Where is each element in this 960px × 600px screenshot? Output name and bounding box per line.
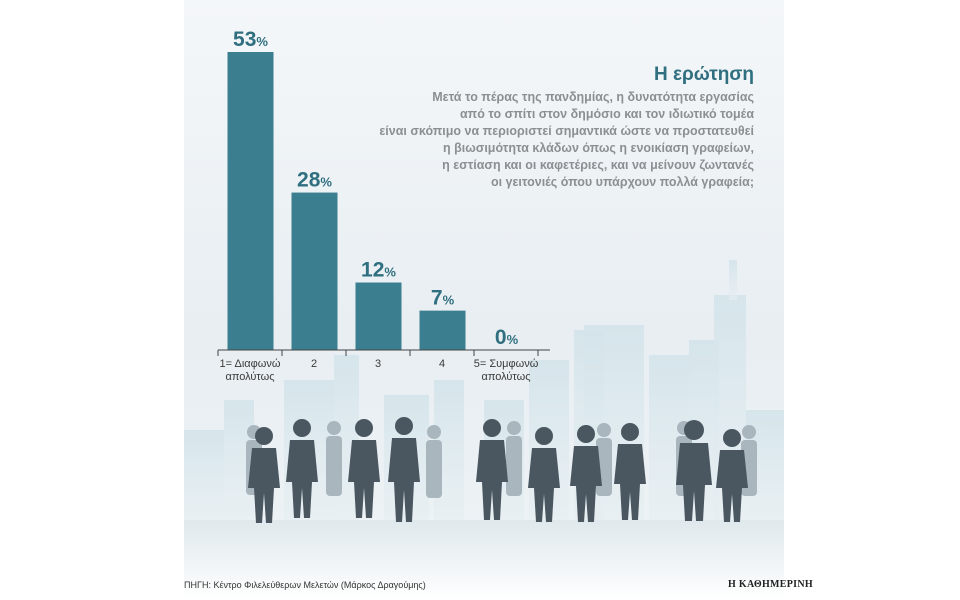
- crowd-front: [248, 417, 748, 523]
- value-label: 7%: [431, 287, 455, 310]
- publisher-logo: Η ΚΑΘΗΜΕΡΙΝΗ: [728, 579, 813, 590]
- category-label: απολύτως: [481, 371, 530, 383]
- bar: [355, 282, 402, 350]
- source-note: ΠΗΓΗ: Κέντρο Φιλελεύθερων Μελετών (Μάρκο…: [184, 580, 426, 590]
- category-label: 2: [311, 358, 317, 370]
- value-label: 53%: [233, 28, 268, 51]
- question-line: η εστίαση και οι καφετέριες, και να μείν…: [442, 158, 754, 172]
- question-line: Μετά το πέρας της πανδημίας, η δυνατότητ…: [432, 90, 754, 104]
- question-line: είναι σκόπιμο να περιοριστεί σημαντικά ώ…: [379, 124, 754, 138]
- category-label: 5= Συμφωνώ: [474, 358, 539, 370]
- question-title: Η ερώτηση: [654, 64, 754, 85]
- bar: [227, 52, 274, 350]
- question-block: Η ερώτηση Μετά το πέρας της πανδημίας, η…: [334, 64, 754, 191]
- category-label: 3: [375, 358, 381, 370]
- infographic-panel: 53% 28% 12% 7% 0% 1= Διαφωνώ απολύτως 2 3 4 5= Συ…: [184, 0, 784, 600]
- category-label: 1= Διαφωνώ: [220, 358, 281, 370]
- category-label: απολύτως: [225, 371, 274, 383]
- value-label: 28%: [297, 169, 332, 192]
- bar: [291, 192, 338, 350]
- value-label: 12%: [361, 259, 396, 282]
- category-label: 4: [439, 358, 445, 370]
- bar: [419, 310, 466, 350]
- question-line: από το σπίτι στον δημόσιο και τον ιδιωτι…: [459, 107, 754, 121]
- value-label: 0%: [495, 326, 519, 349]
- question-line: η βιωσιμότητα κλάδων όπως η ενοικίαση γρ…: [443, 141, 754, 155]
- question-line: οι γειτονιές όπου υπάρχουν πολλά γραφεία…: [490, 175, 754, 189]
- background-illustration: [184, 260, 784, 600]
- question-text: Μετά το πέρας της πανδημίας, η δυνατότητ…: [334, 89, 754, 191]
- floor: [184, 520, 784, 600]
